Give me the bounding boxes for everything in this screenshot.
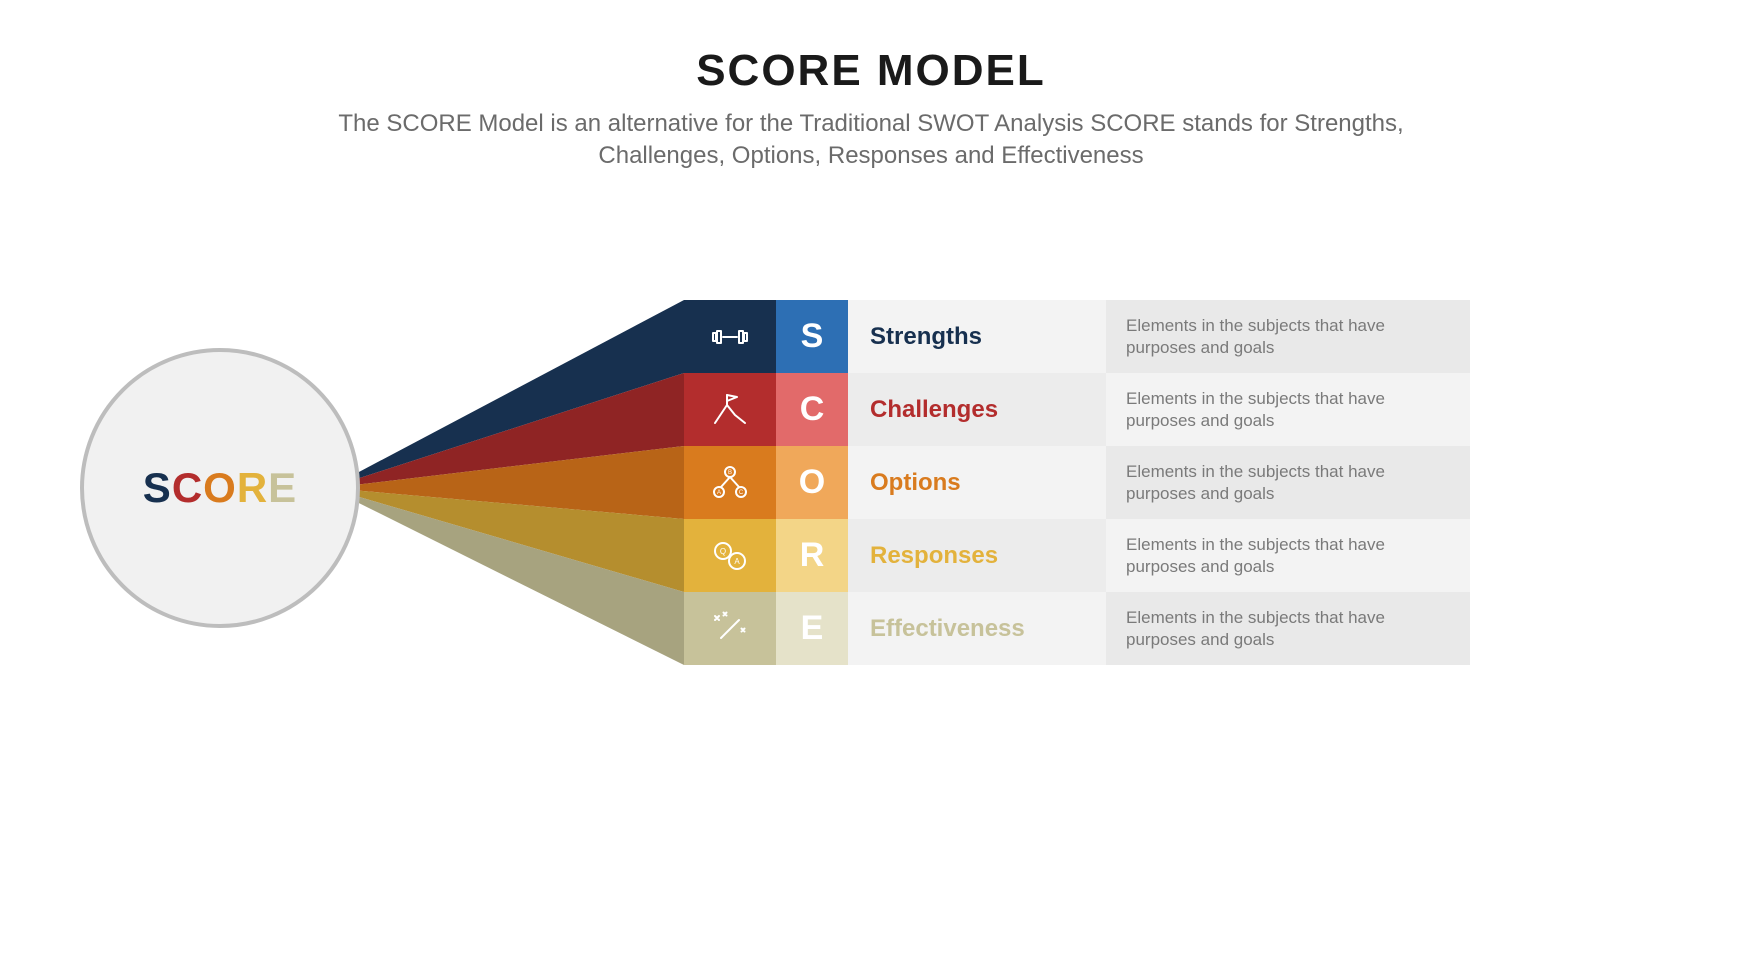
row-description: Elements in the subjects that have purpo… [1106, 373, 1470, 446]
score-table: SStrengthsElements in the subjects that … [684, 300, 1470, 665]
svg-text:A: A [734, 557, 740, 566]
table-row: B A C OOptionsElements in the subjects that… [684, 446, 1470, 519]
row-label: Strengths [848, 300, 1106, 373]
row-letter: S [776, 300, 848, 373]
score-circle: SCORE [80, 348, 360, 628]
table-row: SStrengthsElements in the subjects that … [684, 300, 1470, 373]
row-label: Challenges [848, 373, 1106, 446]
row-letter: C [776, 373, 848, 446]
row-description: Elements in the subjects that have purpo… [1106, 300, 1470, 373]
magic-wand-icon [684, 592, 776, 665]
circle-letter-e: E [268, 464, 297, 512]
svg-text:C: C [739, 490, 744, 496]
circle-letter-s: S [143, 464, 172, 512]
table-row: EEffectivenessElements in the subjects t… [684, 592, 1470, 665]
row-label: Options [848, 446, 1106, 519]
row-description: Elements in the subjects that have purpo… [1106, 519, 1470, 592]
table-row: CChallengesElements in the subjects that… [684, 373, 1470, 446]
row-description: Elements in the subjects that have purpo… [1106, 592, 1470, 665]
abc-nodes-icon: B A C [684, 446, 776, 519]
qa-bubbles-icon: QA [684, 519, 776, 592]
circle-letter-r: R [237, 464, 268, 512]
page-subtitle: The SCORE Model is an alternative for th… [311, 108, 1431, 173]
page-title: SCORE MODEL [0, 46, 1742, 96]
svg-text:B: B [728, 470, 732, 476]
circle-letter-c: C [172, 464, 203, 512]
score-diagram: SStrengthsElements in the subjects that … [80, 300, 1662, 665]
dumbbell-icon [684, 300, 776, 373]
row-description: Elements in the subjects that have purpo… [1106, 446, 1470, 519]
mountain-flag-icon [684, 373, 776, 446]
row-label: Responses [848, 519, 1106, 592]
row-letter: E [776, 592, 848, 665]
row-letter: O [776, 446, 848, 519]
svg-text:A: A [717, 490, 721, 496]
row-label: Effectiveness [848, 592, 1106, 665]
svg-text:Q: Q [720, 547, 726, 556]
table-row: QARResponsesElements in the subjects tha… [684, 519, 1470, 592]
score-circle-text: SCORE [143, 464, 297, 512]
circle-letter-o: O [203, 464, 237, 512]
row-letter: R [776, 519, 848, 592]
